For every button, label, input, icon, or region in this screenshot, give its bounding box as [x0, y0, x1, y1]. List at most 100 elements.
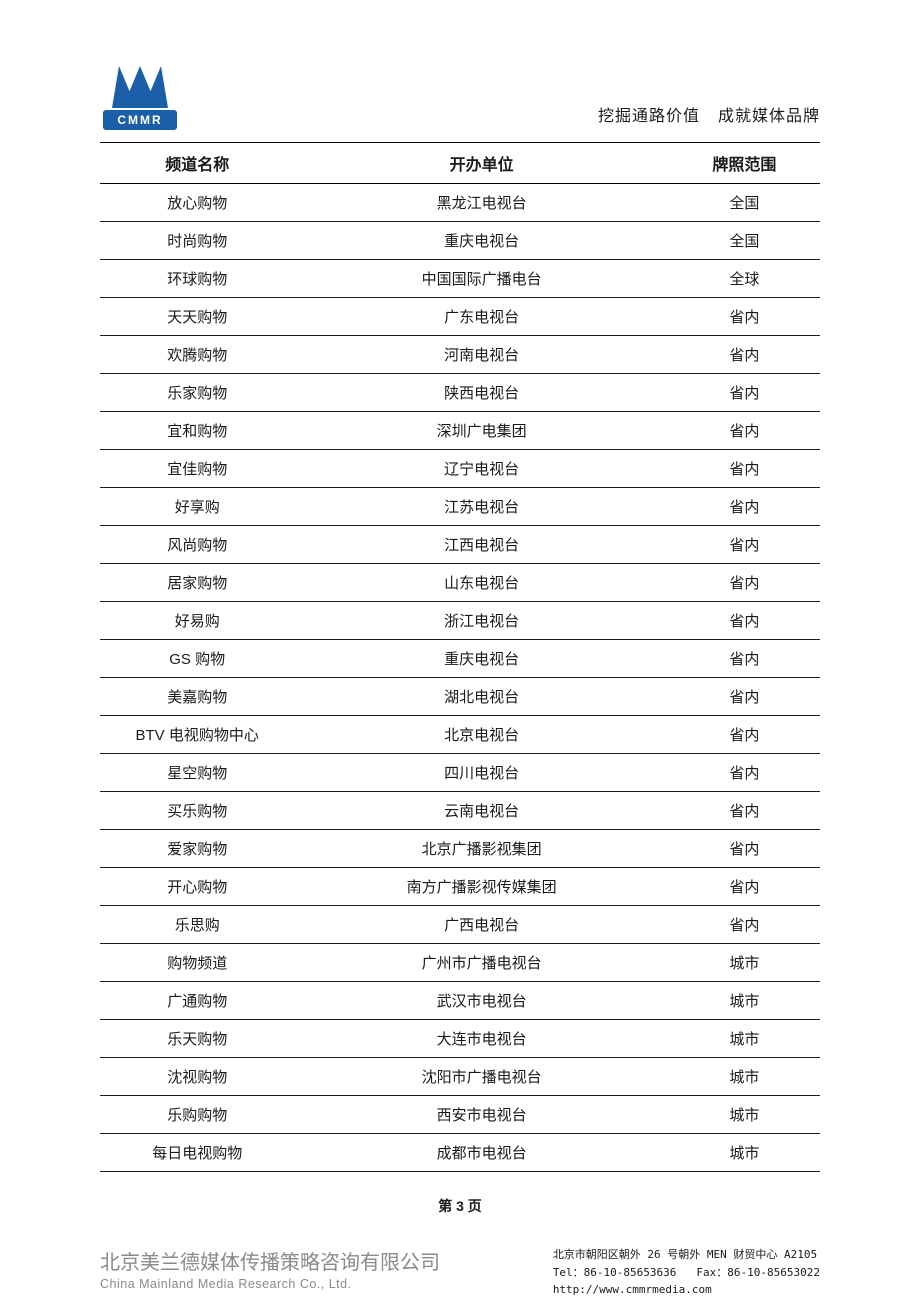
table-cell: 省内: [669, 412, 820, 450]
table-cell: 陕西电视台: [294, 374, 668, 412]
table-cell: 大连市电视台: [294, 1020, 668, 1058]
table-cell: 全球: [669, 260, 820, 298]
table-cell: 沈阳市广播电视台: [294, 1058, 668, 1096]
channel-table: 频道名称 开办单位 牌照范围 放心购物黑龙江电视台全国时尚购物重庆电视台全国环球…: [100, 142, 820, 1172]
table-cell: 省内: [669, 678, 820, 716]
table-cell: 省内: [669, 336, 820, 374]
table-cell: 山东电视台: [294, 564, 668, 602]
table-cell: 河南电视台: [294, 336, 668, 374]
table-cell: 西安市电视台: [294, 1096, 668, 1134]
table-cell: 买乐购物: [100, 792, 294, 830]
header-license-scope: 牌照范围: [669, 143, 820, 184]
slogan-part2: 成就媒体品牌: [718, 108, 820, 125]
table-cell: 江西电视台: [294, 526, 668, 564]
table-row: 每日电视购物成都市电视台城市: [100, 1134, 820, 1172]
company-name-cn: 北京美兰德媒体传播策略咨询有限公司: [100, 1246, 440, 1275]
table-cell: 全国: [669, 222, 820, 260]
table-cell: 省内: [669, 298, 820, 336]
table-cell: 省内: [669, 716, 820, 754]
table-cell: 爱家购物: [100, 830, 294, 868]
company-name-en: China Mainland Media Research Co., Ltd.: [100, 1277, 440, 1291]
table-cell: 成都市电视台: [294, 1134, 668, 1172]
cmmr-logo: CMMR: [100, 60, 180, 130]
table-row: 放心购物黑龙江电视台全国: [100, 184, 820, 222]
table-row: 好易购浙江电视台省内: [100, 602, 820, 640]
table-row: 开心购物南方广播影视传媒集团省内: [100, 868, 820, 906]
table-cell: 沈视购物: [100, 1058, 294, 1096]
table-cell: 省内: [669, 640, 820, 678]
table-row: 天天购物广东电视台省内: [100, 298, 820, 336]
table-cell: 四川电视台: [294, 754, 668, 792]
table-cell: 浙江电视台: [294, 602, 668, 640]
table-cell: 每日电视购物: [100, 1134, 294, 1172]
table-cell: 乐天购物: [100, 1020, 294, 1058]
table-cell: 省内: [669, 374, 820, 412]
table-cell: 全国: [669, 184, 820, 222]
table-cell: 武汉市电视台: [294, 982, 668, 1020]
table-row: GS 购物重庆电视台省内: [100, 640, 820, 678]
table-row: BTV 电视购物中心北京电视台省内: [100, 716, 820, 754]
slogan-part1: 挖掘通路价值: [598, 108, 700, 125]
table-cell: 省内: [669, 830, 820, 868]
table-row: 居家购物山东电视台省内: [100, 564, 820, 602]
footer-contact: 北京市朝阳区朝外 26 号朝外 MEN 财贸中心 A2105 Tel：86-10…: [553, 1246, 820, 1299]
table-row: 风尚购物江西电视台省内: [100, 526, 820, 564]
table-cell: GS 购物: [100, 640, 294, 678]
table-row: 购物频道广州市广播电视台城市: [100, 944, 820, 982]
table-cell: 好享购: [100, 488, 294, 526]
header-channel-name: 频道名称: [100, 143, 294, 184]
table-cell: 乐家购物: [100, 374, 294, 412]
page-footer: 北京美兰德媒体传播策略咨询有限公司 China Mainland Media R…: [100, 1246, 820, 1299]
table-cell: 乐思购: [100, 906, 294, 944]
table-cell: 星空购物: [100, 754, 294, 792]
table-cell: 中国国际广播电台: [294, 260, 668, 298]
table-cell: 城市: [669, 1134, 820, 1172]
table-row: 爱家购物北京广播影视集团省内: [100, 830, 820, 868]
table-row: 环球购物中国国际广播电台全球: [100, 260, 820, 298]
table-cell: 广州市广播电视台: [294, 944, 668, 982]
table-row: 乐家购物陕西电视台省内: [100, 374, 820, 412]
table-cell: 重庆电视台: [294, 222, 668, 260]
table-cell: 黑龙江电视台: [294, 184, 668, 222]
table-cell: 放心购物: [100, 184, 294, 222]
table-row: 时尚购物重庆电视台全国: [100, 222, 820, 260]
table-header-row: 频道名称 开办单位 牌照范围: [100, 143, 820, 184]
table-row: 买乐购物云南电视台省内: [100, 792, 820, 830]
table-row: 乐思购广西电视台省内: [100, 906, 820, 944]
table-row: 美嘉购物湖北电视台省内: [100, 678, 820, 716]
table-cell: 乐购购物: [100, 1096, 294, 1134]
table-cell: 广西电视台: [294, 906, 668, 944]
table-cell: 北京电视台: [294, 716, 668, 754]
table-cell: 广东电视台: [294, 298, 668, 336]
table-cell: 省内: [669, 906, 820, 944]
table-cell: 广通购物: [100, 982, 294, 1020]
table-row: 宜佳购物辽宁电视台省内: [100, 450, 820, 488]
table-cell: 城市: [669, 982, 820, 1020]
table-cell: 湖北电视台: [294, 678, 668, 716]
slogan: 挖掘通路价值 成就媒体品牌: [598, 102, 820, 130]
table-cell: 美嘉购物: [100, 678, 294, 716]
table-cell: 城市: [669, 944, 820, 982]
table-cell: 城市: [669, 1058, 820, 1096]
table-cell: 时尚购物: [100, 222, 294, 260]
header-organizer: 开办单位: [294, 143, 668, 184]
table-cell: 北京广播影视集团: [294, 830, 668, 868]
table-cell: 省内: [669, 488, 820, 526]
table-body: 放心购物黑龙江电视台全国时尚购物重庆电视台全国环球购物中国国际广播电台全球天天购…: [100, 184, 820, 1172]
table-cell: 好易购: [100, 602, 294, 640]
table-cell: 重庆电视台: [294, 640, 668, 678]
page-number: 第 3 页: [100, 1196, 820, 1216]
footer-company: 北京美兰德媒体传播策略咨询有限公司 China Mainland Media R…: [100, 1246, 440, 1291]
table-cell: BTV 电视购物中心: [100, 716, 294, 754]
footer-phone-line: Tel：86-10-85653636Fax：86-10-85653022: [553, 1264, 820, 1282]
table-row: 乐天购物大连市电视台城市: [100, 1020, 820, 1058]
table-cell: 省内: [669, 602, 820, 640]
table-cell: 城市: [669, 1096, 820, 1134]
table-cell: 南方广播影视传媒集团: [294, 868, 668, 906]
table-cell: 欢腾购物: [100, 336, 294, 374]
table-row: 星空购物四川电视台省内: [100, 754, 820, 792]
table-cell: 省内: [669, 868, 820, 906]
table-cell: 宜佳购物: [100, 450, 294, 488]
table-cell: 省内: [669, 526, 820, 564]
table-row: 好享购江苏电视台省内: [100, 488, 820, 526]
